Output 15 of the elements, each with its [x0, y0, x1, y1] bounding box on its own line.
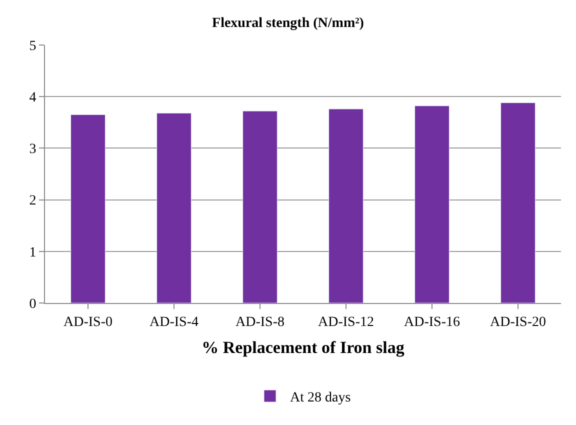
y-tick-label: 3 — [29, 142, 36, 158]
x-tick-label: AD-IS-8 — [236, 314, 284, 330]
y-tick-label: 2 — [29, 194, 36, 209]
x-tick-label: AD-IS-12 — [318, 314, 374, 330]
x-tick-label: AD-IS-16 — [404, 314, 460, 330]
chart-title: Flexural stength (N/mm²) — [212, 16, 364, 31]
x-axis-title: % Replacement of Iron slag — [202, 338, 405, 358]
y-tick-label: 1 — [29, 245, 36, 260]
legend-label: At 28 days — [290, 390, 351, 406]
y-tick-label: 4 — [29, 90, 36, 106]
y-tick-label: 0 — [29, 296, 36, 312]
x-tick-label: AD-IS-4 — [150, 314, 198, 330]
x-tick-label: AD-IS-20 — [490, 314, 546, 330]
x-tick-label: AD-IS-0 — [64, 314, 112, 330]
y-tick-label: 5 — [29, 38, 36, 54]
